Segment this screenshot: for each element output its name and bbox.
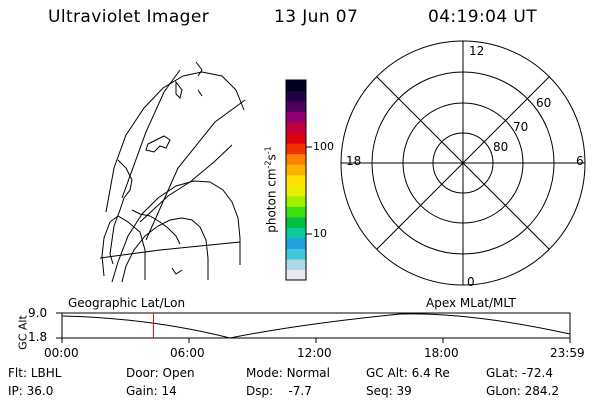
timeline-tick-label: 23:59 (550, 346, 585, 360)
status-gain: Gain: 14 (126, 384, 177, 398)
colorbar-cell (286, 216, 306, 228)
status-filter-value: LBHL (30, 366, 62, 380)
timeline-tick-label: 12:00 (297, 346, 332, 360)
status-glat-label: GLat: (486, 366, 519, 380)
geographic-map (99, 61, 246, 283)
colorbar-cell (286, 248, 306, 260)
status-ip-label: IP: (8, 384, 23, 398)
map-meridian-4 (139, 144, 233, 223)
polar-diagonal-2 (376, 76, 550, 250)
map-island-3 (197, 89, 203, 97)
status-glat-value: -72.4 (521, 366, 553, 380)
altitude-curve (61, 313, 571, 339)
colorbar-cell (286, 132, 306, 144)
status-glon-label: GLon: (486, 384, 521, 398)
timeline-ymin-label: 1.8 (28, 330, 48, 344)
timeline-tick-label: 18:00 (424, 346, 459, 360)
timeline-tick-label: 06:00 (170, 346, 205, 360)
colorbar-cell (286, 174, 306, 186)
colorbar-cell (286, 185, 306, 197)
status-dsp-label: Dsp: (246, 384, 274, 398)
timeline-ymax-label: 9.0 (28, 306, 48, 320)
status-gcalt: GC Alt: 6.4 Re (366, 366, 450, 380)
map-coastline-peninsula (131, 209, 181, 245)
colorbar-cell (286, 269, 306, 281)
map-island-falklands (145, 135, 171, 153)
colorbar-cell (286, 111, 306, 123)
colorbar (285, 79, 312, 281)
app-title: Ultraviolet Imager (48, 7, 210, 27)
colorbar-cell (286, 90, 306, 102)
polar-label-mlt-6: 6 (576, 154, 584, 168)
status-gcalt-value: 6.4 Re (411, 366, 450, 380)
polar-plot (340, 40, 586, 286)
colorbar-tick-label-10: 10 (313, 227, 327, 240)
map-coastline-south-america (109, 159, 133, 265)
map-island-2 (195, 61, 203, 77)
map-meridian-3 (99, 241, 241, 259)
status-seq-value: 39 (396, 384, 412, 398)
polar-label-lat-70: 70 (513, 120, 529, 134)
status-mode-label: Mode: (246, 366, 283, 380)
colorbar-cell (286, 195, 306, 207)
status-dsp: Dsp: -7.7 (246, 384, 312, 398)
colorbar-cell (286, 122, 306, 134)
map-island-1 (175, 80, 183, 99)
map-meridian-2 (145, 99, 246, 241)
status-gcalt-label: GC Alt: (366, 366, 408, 380)
colorbar-cell (286, 258, 306, 270)
status-mode: Mode: Normal (246, 366, 330, 380)
colorbar-cell (286, 164, 306, 176)
status-seq: Seq: 39 (366, 384, 412, 398)
colorbar-cell (286, 80, 306, 92)
colorbar-cell (286, 237, 306, 249)
date-label: 13 Jun 07 (274, 7, 359, 27)
polar-label-lat-60: 60 (536, 96, 552, 110)
status-dsp-value: -7.7 (288, 384, 312, 398)
status-ip-value: 36.0 (26, 384, 54, 398)
map-parallel-mid (121, 217, 209, 283)
colorbar-cell (286, 227, 306, 239)
map-meridian-1 (121, 69, 181, 199)
timeline-plot (56, 312, 571, 343)
colorbar-tick-label-100: 100 (313, 140, 334, 153)
status-door: Door: Open (126, 366, 195, 380)
map-island-4 (171, 267, 183, 275)
status-ip: IP: 36.0 (8, 384, 53, 398)
colorbar-cell (286, 153, 306, 165)
status-gain-value: 14 (161, 384, 177, 398)
polar-label-lat-80: 80 (493, 140, 509, 154)
colorbar-cell (286, 143, 306, 155)
timeline-tick-label: 00:00 (44, 346, 79, 360)
colorbar-units-label: photon cm-2s-1 (264, 145, 279, 235)
polar-label-mlt-12: 12 (469, 44, 485, 58)
time-label: 04:19:04 UT (428, 7, 537, 27)
colorbar-units-exp1: -2 (263, 160, 273, 169)
colorbar-units-text: photon cm (264, 168, 279, 233)
colorbar-frame (285, 79, 307, 281)
colorbar-cell (286, 206, 306, 218)
status-filter: Flt: LBHL (8, 366, 61, 380)
status-mode-value: Normal (286, 366, 330, 380)
status-door-value: Open (162, 366, 195, 380)
colorbar-units-exp2: -1 (263, 146, 273, 155)
status-gain-label: Gain: (126, 384, 158, 398)
status-glat: GLat: -72.4 (486, 366, 553, 380)
timeline-left-caption: Geographic Lat/Lon (68, 296, 186, 310)
status-door-label: Door: (126, 366, 159, 380)
status-glon: GLon: 284.2 (486, 384, 559, 398)
polar-label-mlt-18: 18 (346, 154, 362, 168)
map-parallel-far (105, 71, 245, 213)
colorbar-units-s: s (264, 154, 279, 161)
colorbar-cell (286, 101, 306, 113)
polar-label-mlt-0: 0 (467, 275, 475, 289)
status-seq-label: Seq: (366, 384, 393, 398)
status-glon-value: 284.2 (524, 384, 559, 398)
status-filter-label: Flt: (8, 366, 27, 380)
timeline-right-caption: Apex MLat/MLT (426, 296, 516, 310)
map-parallel-outer (111, 180, 241, 283)
timeline-frame (61, 312, 571, 339)
